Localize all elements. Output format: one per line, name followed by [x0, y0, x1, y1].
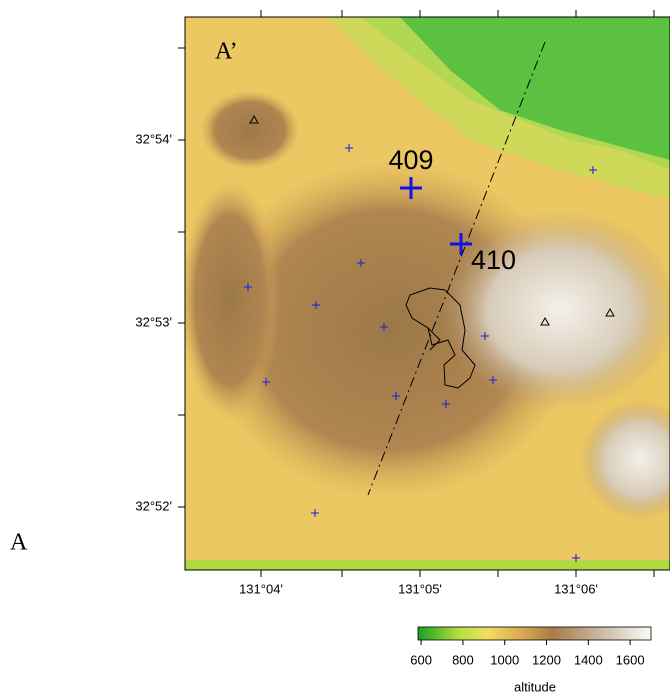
map-figure: 409 410 A’ A 32°54' 32°53' 32°52' 131°04…: [0, 0, 670, 695]
lon-label: 131°05': [398, 581, 442, 596]
section-end-label: A’: [215, 39, 238, 65]
lon-label: 131°04': [239, 581, 283, 596]
colorbar-ticks: 600 800 1000 1200 1400 1600: [410, 640, 644, 667]
station-label: 409: [388, 145, 433, 175]
colorbar-tick-label: 1000: [490, 652, 519, 667]
terrain: [180, 17, 670, 570]
colorbar-tick-label: 1600: [616, 652, 645, 667]
lon-label: 131°06': [554, 581, 598, 596]
station-label: 410: [471, 245, 516, 275]
colorbar: [418, 627, 651, 640]
section-start-label: A: [10, 530, 28, 556]
colorbar-tick-label: 1200: [532, 652, 561, 667]
colorbar-label: altitude: [514, 679, 556, 694]
lat-label: 32°52': [135, 498, 172, 513]
lat-label: 32°54': [135, 131, 172, 146]
colorbar-tick-label: 1400: [574, 652, 603, 667]
colorbar-tick-label: 600: [410, 652, 432, 667]
lat-label: 32°53': [135, 314, 172, 329]
colorbar-tick-label: 800: [452, 652, 474, 667]
